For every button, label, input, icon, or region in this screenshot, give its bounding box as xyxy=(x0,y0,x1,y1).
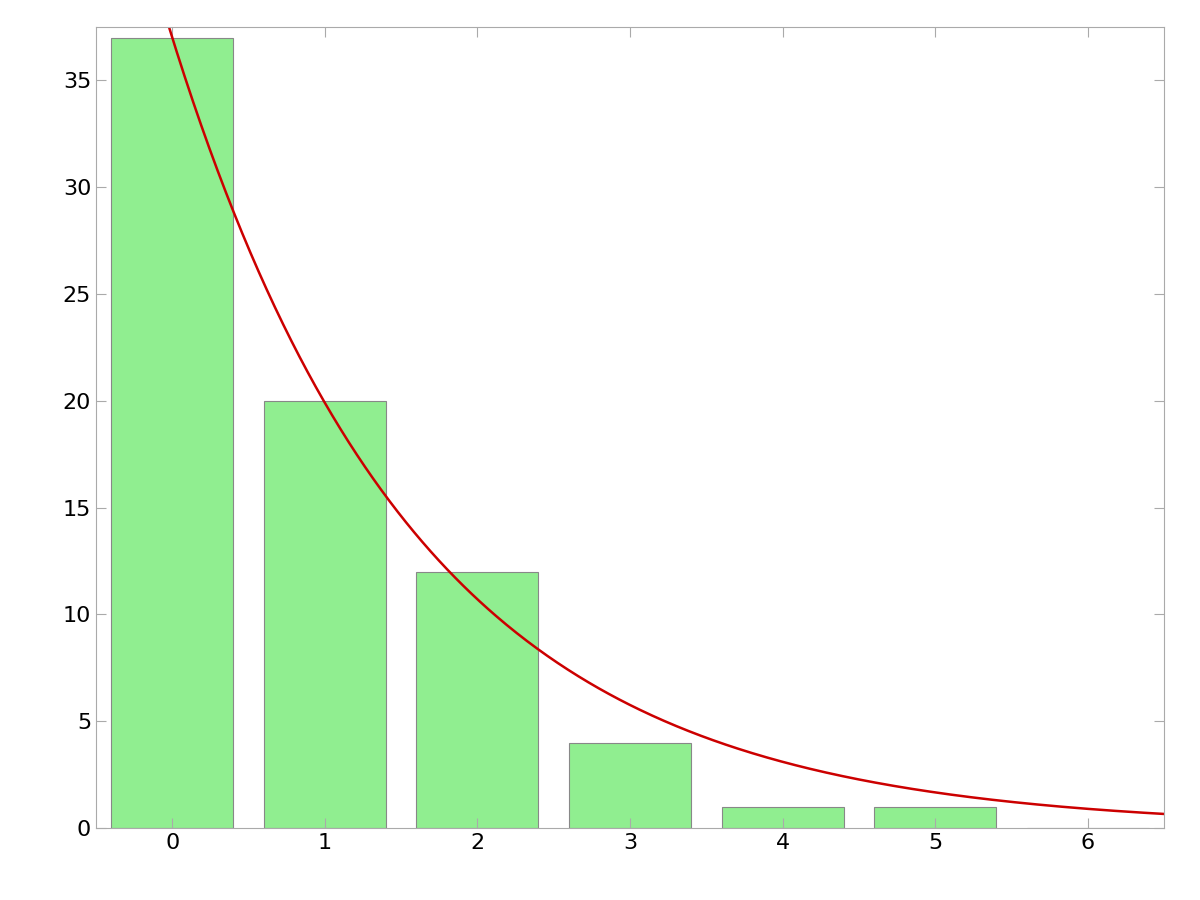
Bar xyxy=(112,38,233,828)
Bar xyxy=(874,806,996,828)
Bar xyxy=(569,742,691,828)
Bar xyxy=(721,806,844,828)
Bar xyxy=(264,400,386,828)
Bar xyxy=(416,572,539,828)
